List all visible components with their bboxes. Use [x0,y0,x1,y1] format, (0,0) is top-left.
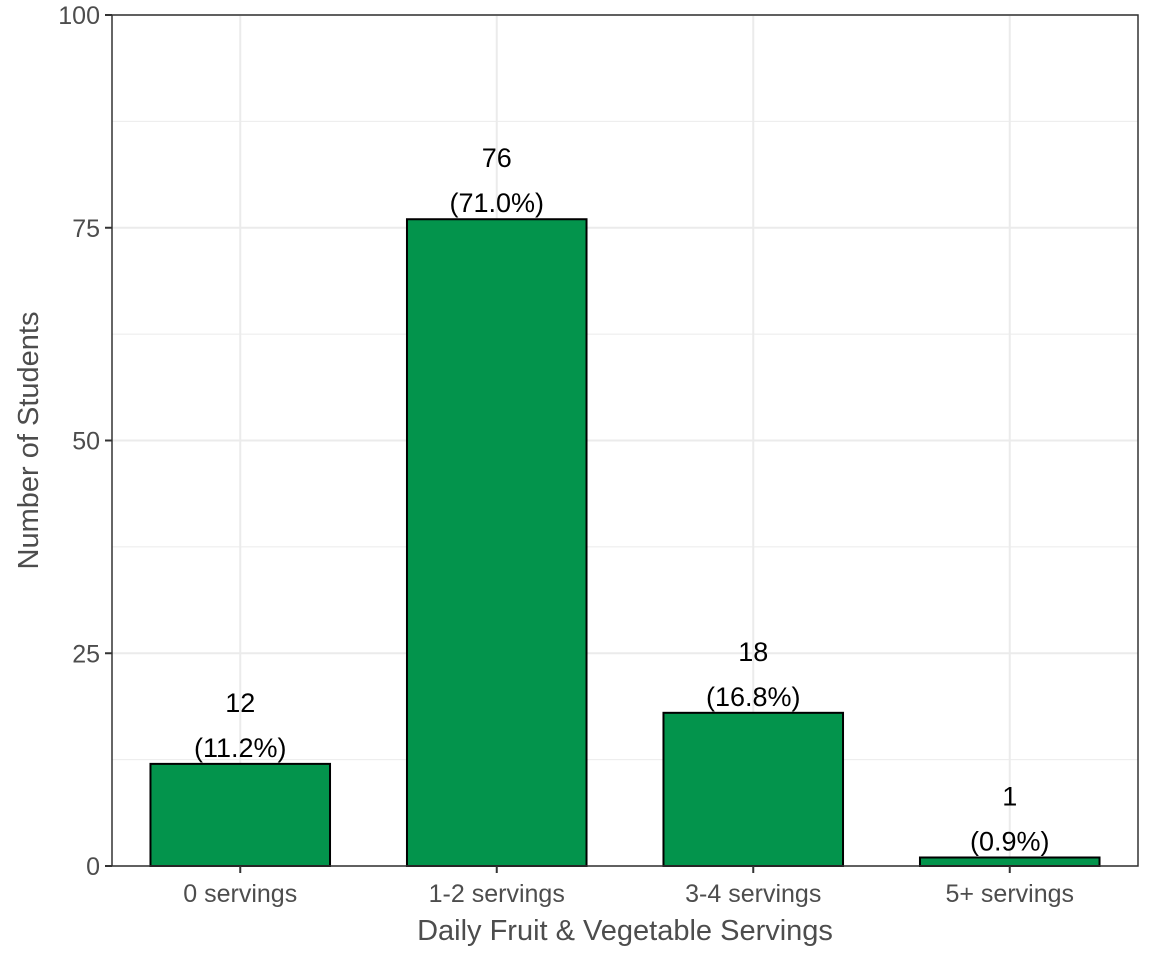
bar-series [149,218,1101,868]
x-tick-label: 3-4 servings [685,880,821,908]
x-tick-label: 5+ servings [945,880,1074,908]
y-tick-label: 25 [72,640,100,668]
y-axis-title: Number of Students [13,312,45,570]
x-axis-title: Daily Fruit & Vegetable Servings [417,915,833,947]
y-axis: 0 25 50 75 100 [58,2,112,881]
data-label-value: 18 [738,637,768,667]
y-tick-label: 100 [58,2,100,30]
data-label-value: 1 [1002,781,1017,811]
data-label-value: 12 [225,688,255,718]
data-label-percent: (0.9%) [970,826,1050,856]
y-tick-label: 0 [86,853,100,881]
bar-2 [662,711,845,867]
x-tick-label: 1-2 servings [429,880,565,908]
y-tick-label: 75 [72,215,100,243]
bar-3 [918,856,1101,867]
data-labels: 12 (11.2%) 76 (71.0%) 18 (16.8%) 1 (0.9%) [194,143,1050,856]
x-tick-label: 0 servings [183,880,297,908]
data-label-percent: (11.2%) [194,733,287,763]
data-label-percent: (16.8%) [706,682,801,712]
bar-0 [149,762,332,868]
bar-1 [405,218,588,868]
x-axis: 0 servings 1-2 servings 3-4 servings 5+ ser… [183,866,1074,908]
data-label-value: 76 [482,143,512,173]
y-tick-label: 50 [72,428,100,456]
grid-minor-lines [112,120,1138,761]
data-label-percent: (71.0%) [449,188,544,218]
